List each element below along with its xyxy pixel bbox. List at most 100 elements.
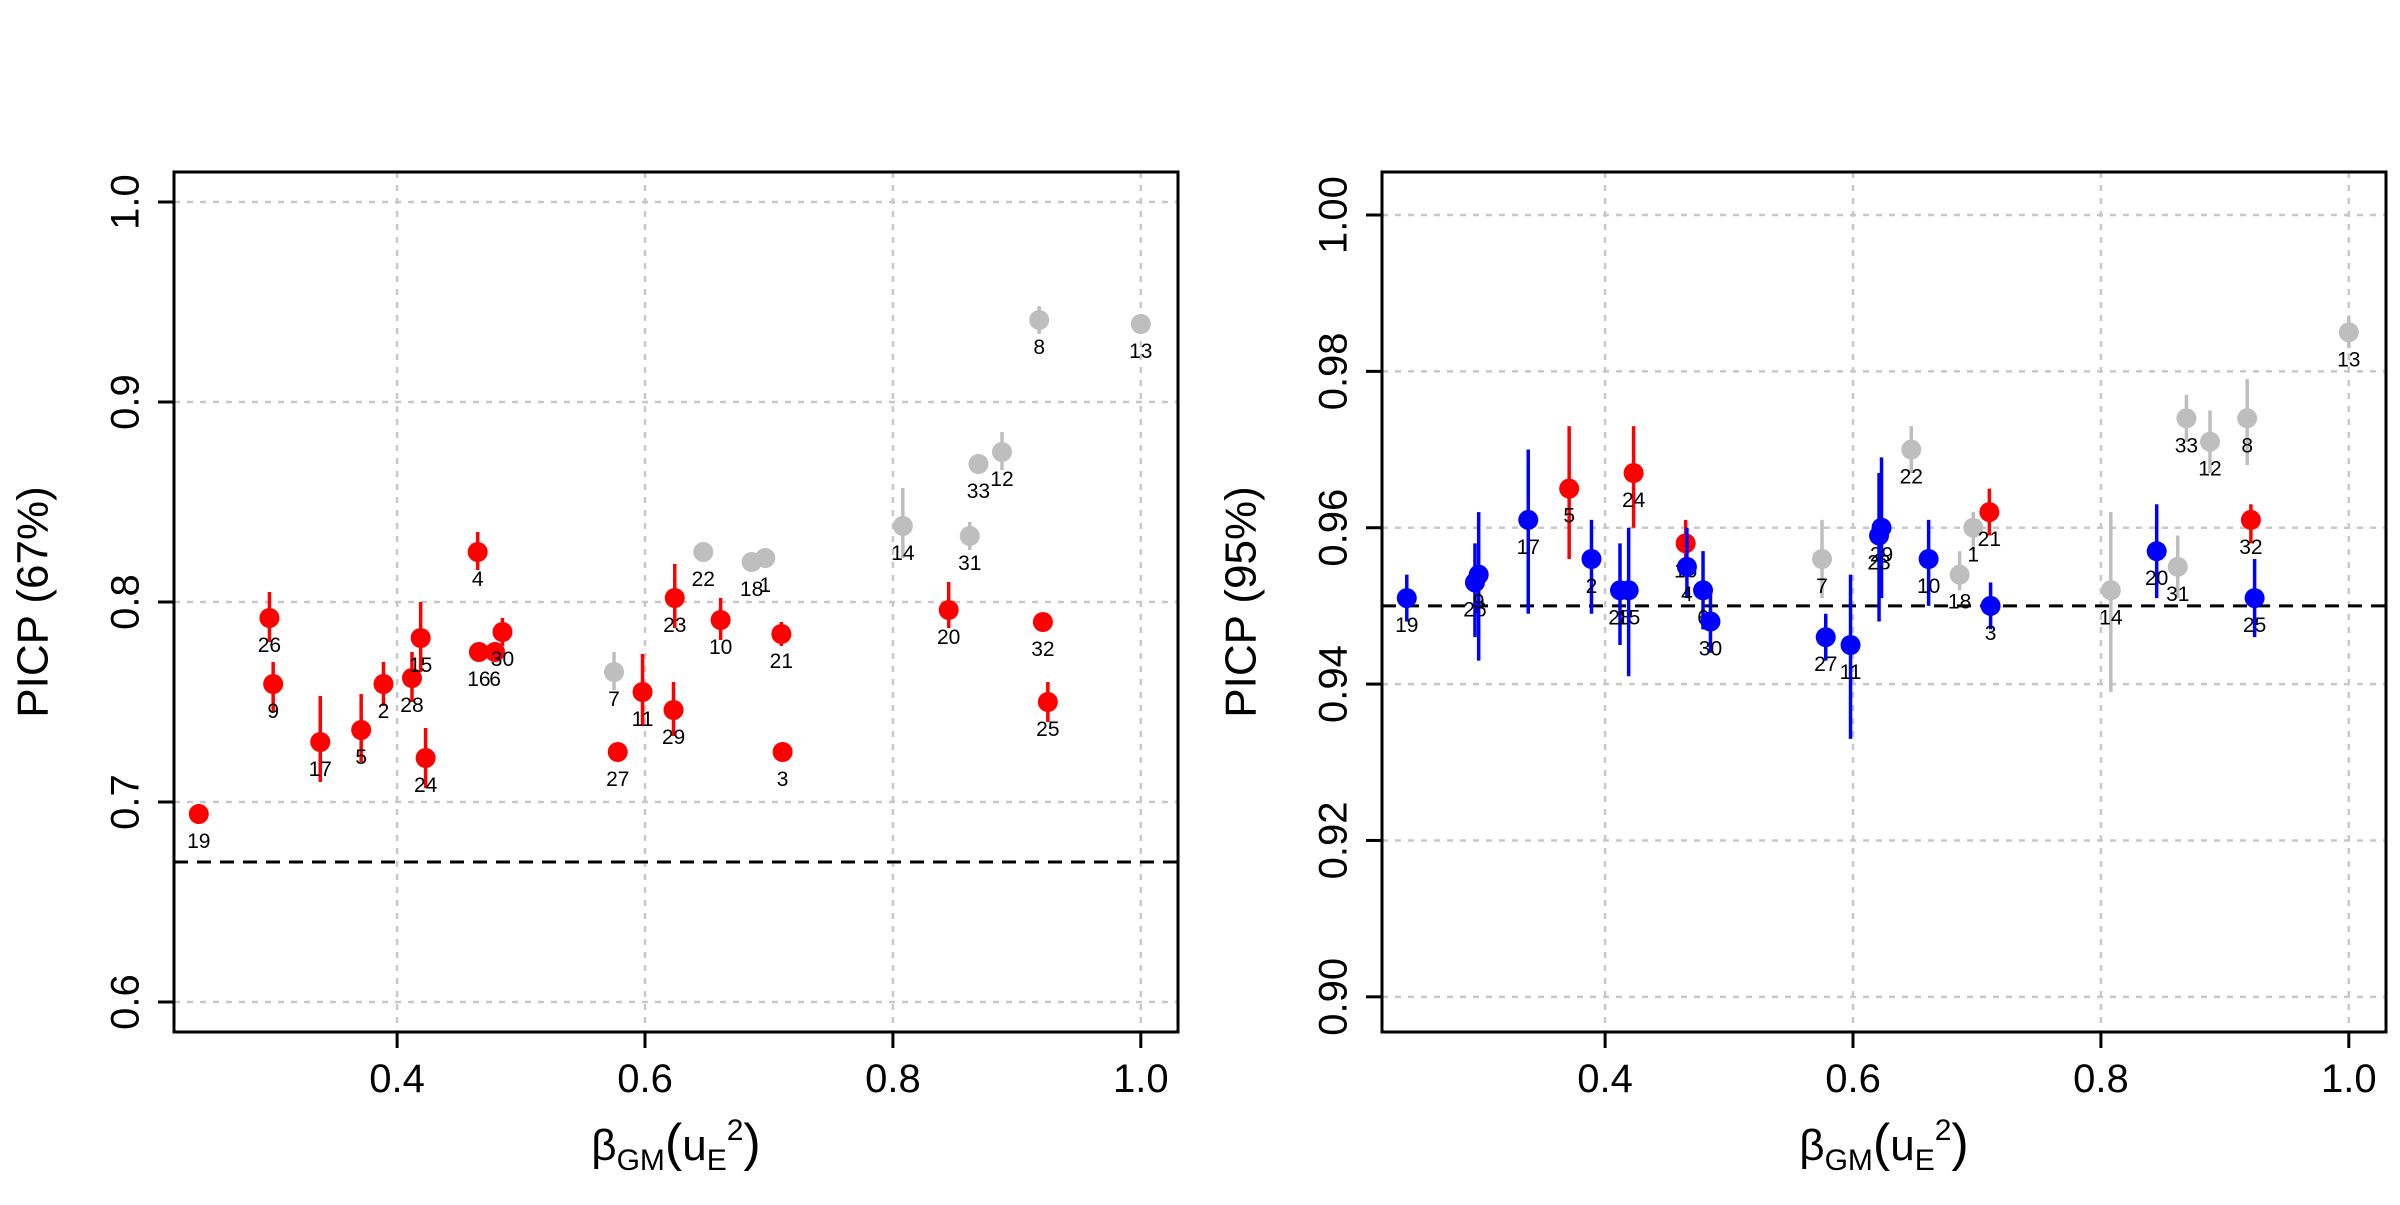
point-label-25: 25 <box>2243 614 2266 637</box>
point-label-21: 21 <box>770 650 793 673</box>
point-label-9: 9 <box>1473 591 1485 614</box>
data-point-20 <box>938 600 959 620</box>
point-label-11: 11 <box>632 708 654 731</box>
point-label-10: 10 <box>1917 575 1940 598</box>
data-point-11 <box>632 682 653 702</box>
data-point-16 <box>468 642 489 662</box>
data-point-15 <box>1618 580 1639 601</box>
data-point-32 <box>2240 509 2261 530</box>
point-label-26: 26 <box>1463 598 1486 621</box>
point-label-12: 12 <box>2198 458 2221 481</box>
data-point-8 <box>2237 408 2258 429</box>
x-axis-title-part-7: ) <box>743 1114 760 1172</box>
point-label-28: 28 <box>1608 606 1631 629</box>
data-point-14 <box>892 516 913 536</box>
data-point-10 <box>1918 549 1939 569</box>
data-point-1 <box>1963 517 1984 538</box>
y-tick-label-0.90: 0.90 <box>1312 958 1356 1036</box>
data-point-18 <box>1949 564 1970 585</box>
point-label-18: 18 <box>740 578 763 601</box>
point-label-25: 25 <box>1036 718 1059 741</box>
point-label-31: 31 <box>958 552 981 575</box>
data-point-28 <box>401 668 422 688</box>
data-point-6 <box>485 642 506 662</box>
data-point-33 <box>968 454 989 474</box>
data-point-24 <box>1623 463 1644 483</box>
x-tick-label-1.0: 1.0 <box>1113 1057 1169 1101</box>
point-label-7: 7 <box>1816 575 1828 598</box>
data-point-27 <box>1815 627 1836 648</box>
x-axis-title-part-4: u <box>1890 1121 1914 1170</box>
point-label-2: 2 <box>378 700 390 723</box>
data-point-21 <box>1979 502 2000 523</box>
point-label-26: 26 <box>258 634 281 657</box>
point-label-22: 22 <box>1900 466 1923 489</box>
point-label-32: 32 <box>2239 536 2262 559</box>
point-label-12: 12 <box>990 468 1013 491</box>
point-label-27: 27 <box>1814 653 1837 676</box>
x-axis-title-part-2: GM <box>617 1144 665 1177</box>
x-tick-label-0.4: 0.4 <box>1577 1057 1633 1101</box>
y-tick-label-0.98: 0.98 <box>1312 332 1356 410</box>
point-label-30: 30 <box>1699 638 1722 661</box>
data-point-19 <box>1396 588 1417 609</box>
data-point-13 <box>1130 314 1151 334</box>
data-point-29 <box>663 700 684 720</box>
data-point-33 <box>2176 408 2197 429</box>
point-label-31: 31 <box>2166 583 2189 606</box>
data-point-27 <box>607 742 628 762</box>
x-tick-label-1.0: 1.0 <box>2321 1057 2377 1101</box>
data-point-31 <box>2167 556 2188 577</box>
point-label-30: 30 <box>491 648 514 671</box>
point-label-7: 7 <box>608 688 620 711</box>
data-point-2 <box>373 674 394 694</box>
y-tick-label-0.96: 0.96 <box>1312 489 1356 567</box>
point-label-20: 20 <box>937 626 960 649</box>
point-label-22: 22 <box>692 568 715 591</box>
data-point-13 <box>2338 322 2359 343</box>
point-label-20: 20 <box>2145 567 2168 590</box>
x-tick-label-0.6: 0.6 <box>617 1057 673 1101</box>
point-label-13: 13 <box>2337 348 2360 371</box>
point-label-15: 15 <box>1617 606 1640 629</box>
data-point-9 <box>263 674 284 694</box>
data-point-17 <box>1518 509 1539 530</box>
point-label-33: 33 <box>967 480 990 503</box>
x-axis-title: βGM(uE2) <box>1799 1114 1968 1177</box>
point-label-17: 17 <box>309 758 332 781</box>
point-label-29: 29 <box>662 726 685 749</box>
data-point-23 <box>664 588 685 608</box>
x-axis-title-part-2: GM <box>1825 1144 1873 1177</box>
data-point-5 <box>351 720 372 740</box>
data-point-4 <box>1676 556 1697 577</box>
data-point-15 <box>410 628 431 648</box>
data-point-22 <box>1901 439 1922 460</box>
y-axis-title: PICP (95%) <box>1217 486 1266 718</box>
data-point-10 <box>710 610 731 630</box>
x-axis-title-part-6: 2 <box>1935 1114 1952 1147</box>
point-label-5: 5 <box>355 746 367 769</box>
x-axis-title-part-1: β <box>591 1121 616 1170</box>
data-point-9 <box>1468 564 1489 585</box>
data-point-30 <box>492 622 513 642</box>
x-axis-title-part-6: 2 <box>727 1114 744 1147</box>
y-axis-title: PICP (67%) <box>9 486 58 718</box>
point-label-13: 13 <box>1129 340 1152 363</box>
data-point-11 <box>1840 635 1861 655</box>
point-label-8: 8 <box>1033 336 1045 359</box>
data-point-12 <box>2199 431 2220 452</box>
data-point-24 <box>415 748 436 768</box>
point-label-11: 11 <box>1840 661 1862 684</box>
data-point-3 <box>1980 595 2001 616</box>
data-point-26 <box>259 608 280 628</box>
point-label-5: 5 <box>1563 505 1575 528</box>
point-label-28: 28 <box>400 694 423 717</box>
y-tick-label-0.92: 0.92 <box>1312 802 1356 880</box>
point-label-19: 19 <box>1395 614 1418 637</box>
chart-panel-2: 1926917522815241646307271129232210181213… <box>1217 170 2388 1177</box>
y-tick-label-1.0: 1.0 <box>104 174 148 230</box>
data-point-21 <box>771 624 792 644</box>
y-tick-label-0.8: 0.8 <box>104 574 148 630</box>
